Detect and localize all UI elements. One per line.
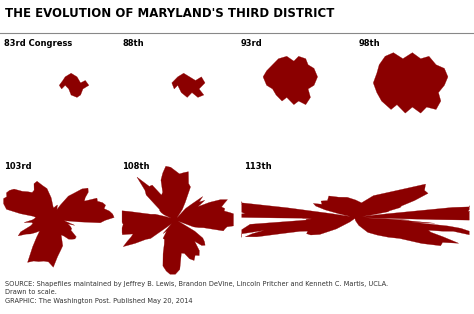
Text: 113th: 113th	[244, 162, 272, 171]
Text: 108th: 108th	[122, 162, 150, 171]
Polygon shape	[373, 53, 448, 113]
Text: 98th: 98th	[359, 39, 381, 48]
Polygon shape	[172, 73, 205, 97]
Text: 103rd: 103rd	[3, 162, 31, 171]
Polygon shape	[263, 56, 318, 105]
Text: 88th: 88th	[122, 39, 144, 48]
Text: THE EVOLUTION OF MARYLAND'S THIRD DISTRICT: THE EVOLUTION OF MARYLAND'S THIRD DISTRI…	[5, 7, 334, 20]
Text: SOURCE: Shapefiles maintained by Jeffrey B. Lewis, Brandon DeVine, Lincoln Pritc: SOURCE: Shapefiles maintained by Jeffrey…	[5, 281, 388, 304]
Polygon shape	[242, 184, 469, 246]
Polygon shape	[122, 166, 233, 274]
Polygon shape	[59, 73, 89, 97]
Text: 83rd Congress: 83rd Congress	[3, 39, 72, 48]
Text: 93rd: 93rd	[240, 39, 262, 48]
Polygon shape	[3, 181, 114, 267]
